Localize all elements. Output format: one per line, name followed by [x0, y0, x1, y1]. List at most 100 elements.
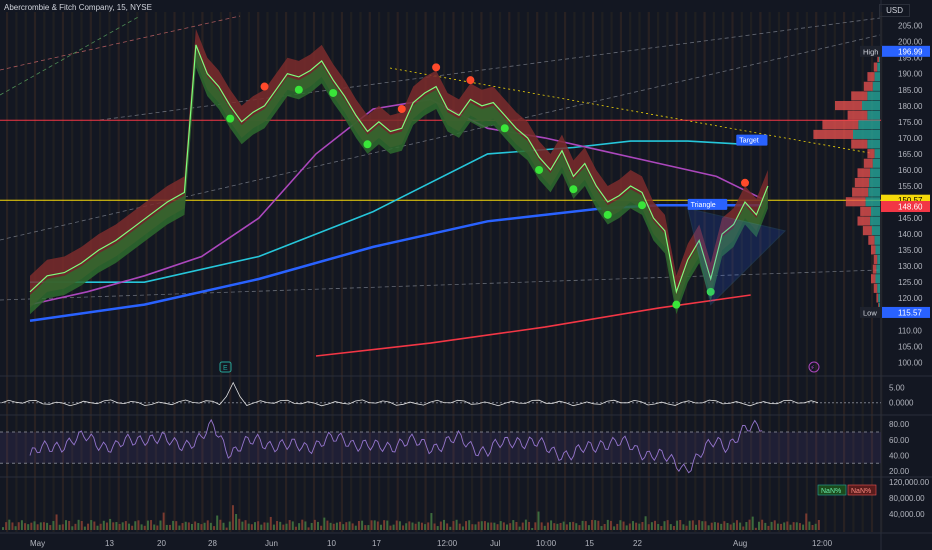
- session-stripe: [424, 12, 427, 532]
- volume-bar: [619, 520, 622, 530]
- volume-bar: [710, 522, 713, 530]
- volume-bar: [307, 527, 310, 530]
- volume-profile-buy-bar: [874, 149, 880, 159]
- price-tick-label: 135.00: [898, 246, 923, 255]
- price-tick-label: 190.00: [898, 70, 923, 79]
- volume-profile-buy-bar: [868, 187, 880, 197]
- volume-bar: [102, 520, 105, 530]
- volume-bar: [562, 521, 565, 530]
- price-badge-label-box: [860, 45, 882, 57]
- volume-bar: [376, 521, 379, 530]
- volume-bar: [424, 524, 427, 530]
- session-stripe: [545, 12, 548, 532]
- time-tick-label: 28: [208, 539, 217, 548]
- buy-signal-marker: [535, 165, 544, 174]
- indicator-axis: 5.00 0.0000 80.00 60.00 40.00 20.00 120,000.00…: [889, 383, 930, 519]
- session-stripe: [433, 12, 436, 532]
- session-stripe: [350, 12, 353, 532]
- volume-bar: [27, 524, 30, 530]
- volume-badge-text: NaN%: [851, 488, 871, 495]
- buy-signal-marker: [706, 287, 715, 296]
- volume-bar: [90, 520, 93, 530]
- volume-bar: [342, 524, 345, 530]
- volume-bar: [512, 520, 515, 530]
- volume-bar: [729, 524, 732, 530]
- session-stripe: [257, 12, 260, 532]
- sell-signal-marker: [260, 82, 269, 91]
- volume-profile-sell-bar: [851, 91, 868, 101]
- price-badge: [881, 45, 930, 57]
- volume-badge-text: NaN%: [821, 488, 841, 495]
- volume-profile-sell-bar: [862, 226, 872, 236]
- volume-profile-buy-bar: [877, 62, 880, 72]
- price-badge-value: 150.57: [898, 196, 923, 205]
- time-tick-label: Aug: [733, 539, 747, 548]
- volume-bar: [42, 522, 45, 530]
- buy-signal-marker: [672, 300, 681, 309]
- volume-bar: [20, 520, 23, 530]
- volume-profile-sell-bar: [852, 187, 869, 197]
- session-stripe: [471, 12, 474, 532]
- session-stripe: [833, 12, 836, 532]
- volume-bar: [61, 524, 64, 530]
- annotation-box: [736, 134, 768, 146]
- price-tick-label: 175.00: [898, 118, 923, 127]
- volume-bar: [644, 516, 647, 530]
- volume-bar: [181, 523, 184, 530]
- volume-badge-box: [817, 484, 847, 496]
- buy-signal-marker: [294, 85, 303, 94]
- session-stripe: [722, 12, 725, 532]
- price-tick-label: 155.00: [898, 182, 923, 191]
- volume-bar: [502, 522, 505, 530]
- volume-bar: [137, 520, 140, 530]
- volume-profile-sell-bar: [876, 293, 879, 303]
- indicator-tick-label: 40,000.00: [889, 510, 925, 519]
- volume-bar: [288, 520, 291, 530]
- session-stripe: [824, 12, 827, 532]
- volume-bar: [471, 524, 474, 530]
- volume-bar: [543, 525, 546, 530]
- volume-bar: [739, 522, 742, 530]
- session-stripe: [666, 12, 669, 532]
- session-stripe: [15, 12, 18, 532]
- annotation-label: Triangle: [691, 202, 716, 209]
- volume-bar: [398, 521, 401, 530]
- volume-bar: [49, 525, 52, 530]
- indicator-tick-label: 0.0000: [889, 399, 914, 408]
- volume-bar: [257, 521, 260, 530]
- price-badge-label: Low: [863, 308, 877, 317]
- volume-bar: [537, 511, 540, 530]
- price-line: [29, 44, 769, 295]
- volume-bar: [241, 521, 244, 530]
- volume-bar: [206, 520, 209, 530]
- volume-bar: [808, 521, 811, 530]
- volume-bar: [219, 519, 222, 530]
- time-tick-label: 12:00: [437, 539, 458, 548]
- volume-bar: [817, 519, 820, 530]
- pattern-annotation: Target: [736, 134, 768, 146]
- volume-bar: [720, 523, 723, 530]
- volume-bar: [395, 520, 398, 530]
- volume-bar: [420, 522, 423, 530]
- session-stripe: [861, 12, 864, 532]
- volume-bar: [80, 520, 83, 530]
- volume-bar: [339, 521, 342, 530]
- buy-signal-marker: [569, 185, 578, 194]
- volume-bar: [628, 523, 631, 530]
- volume-bar: [688, 520, 691, 530]
- volume-bar: [184, 521, 187, 530]
- volume-bar: [203, 522, 206, 530]
- price-tick-label: 195.00: [898, 54, 923, 63]
- session-stripe: [182, 12, 185, 532]
- volume-bar: [93, 521, 96, 530]
- volume-profile-buy-bar: [858, 120, 880, 130]
- volume-profile-buy-bar: [871, 206, 880, 216]
- volume-bar: [301, 519, 304, 530]
- session-stripe: [610, 12, 613, 532]
- currency-selector[interactable]: USD: [879, 4, 910, 17]
- volume-bar: [364, 525, 367, 530]
- price-badge-value: 196.99: [898, 47, 923, 56]
- volume-bar: [506, 524, 508, 530]
